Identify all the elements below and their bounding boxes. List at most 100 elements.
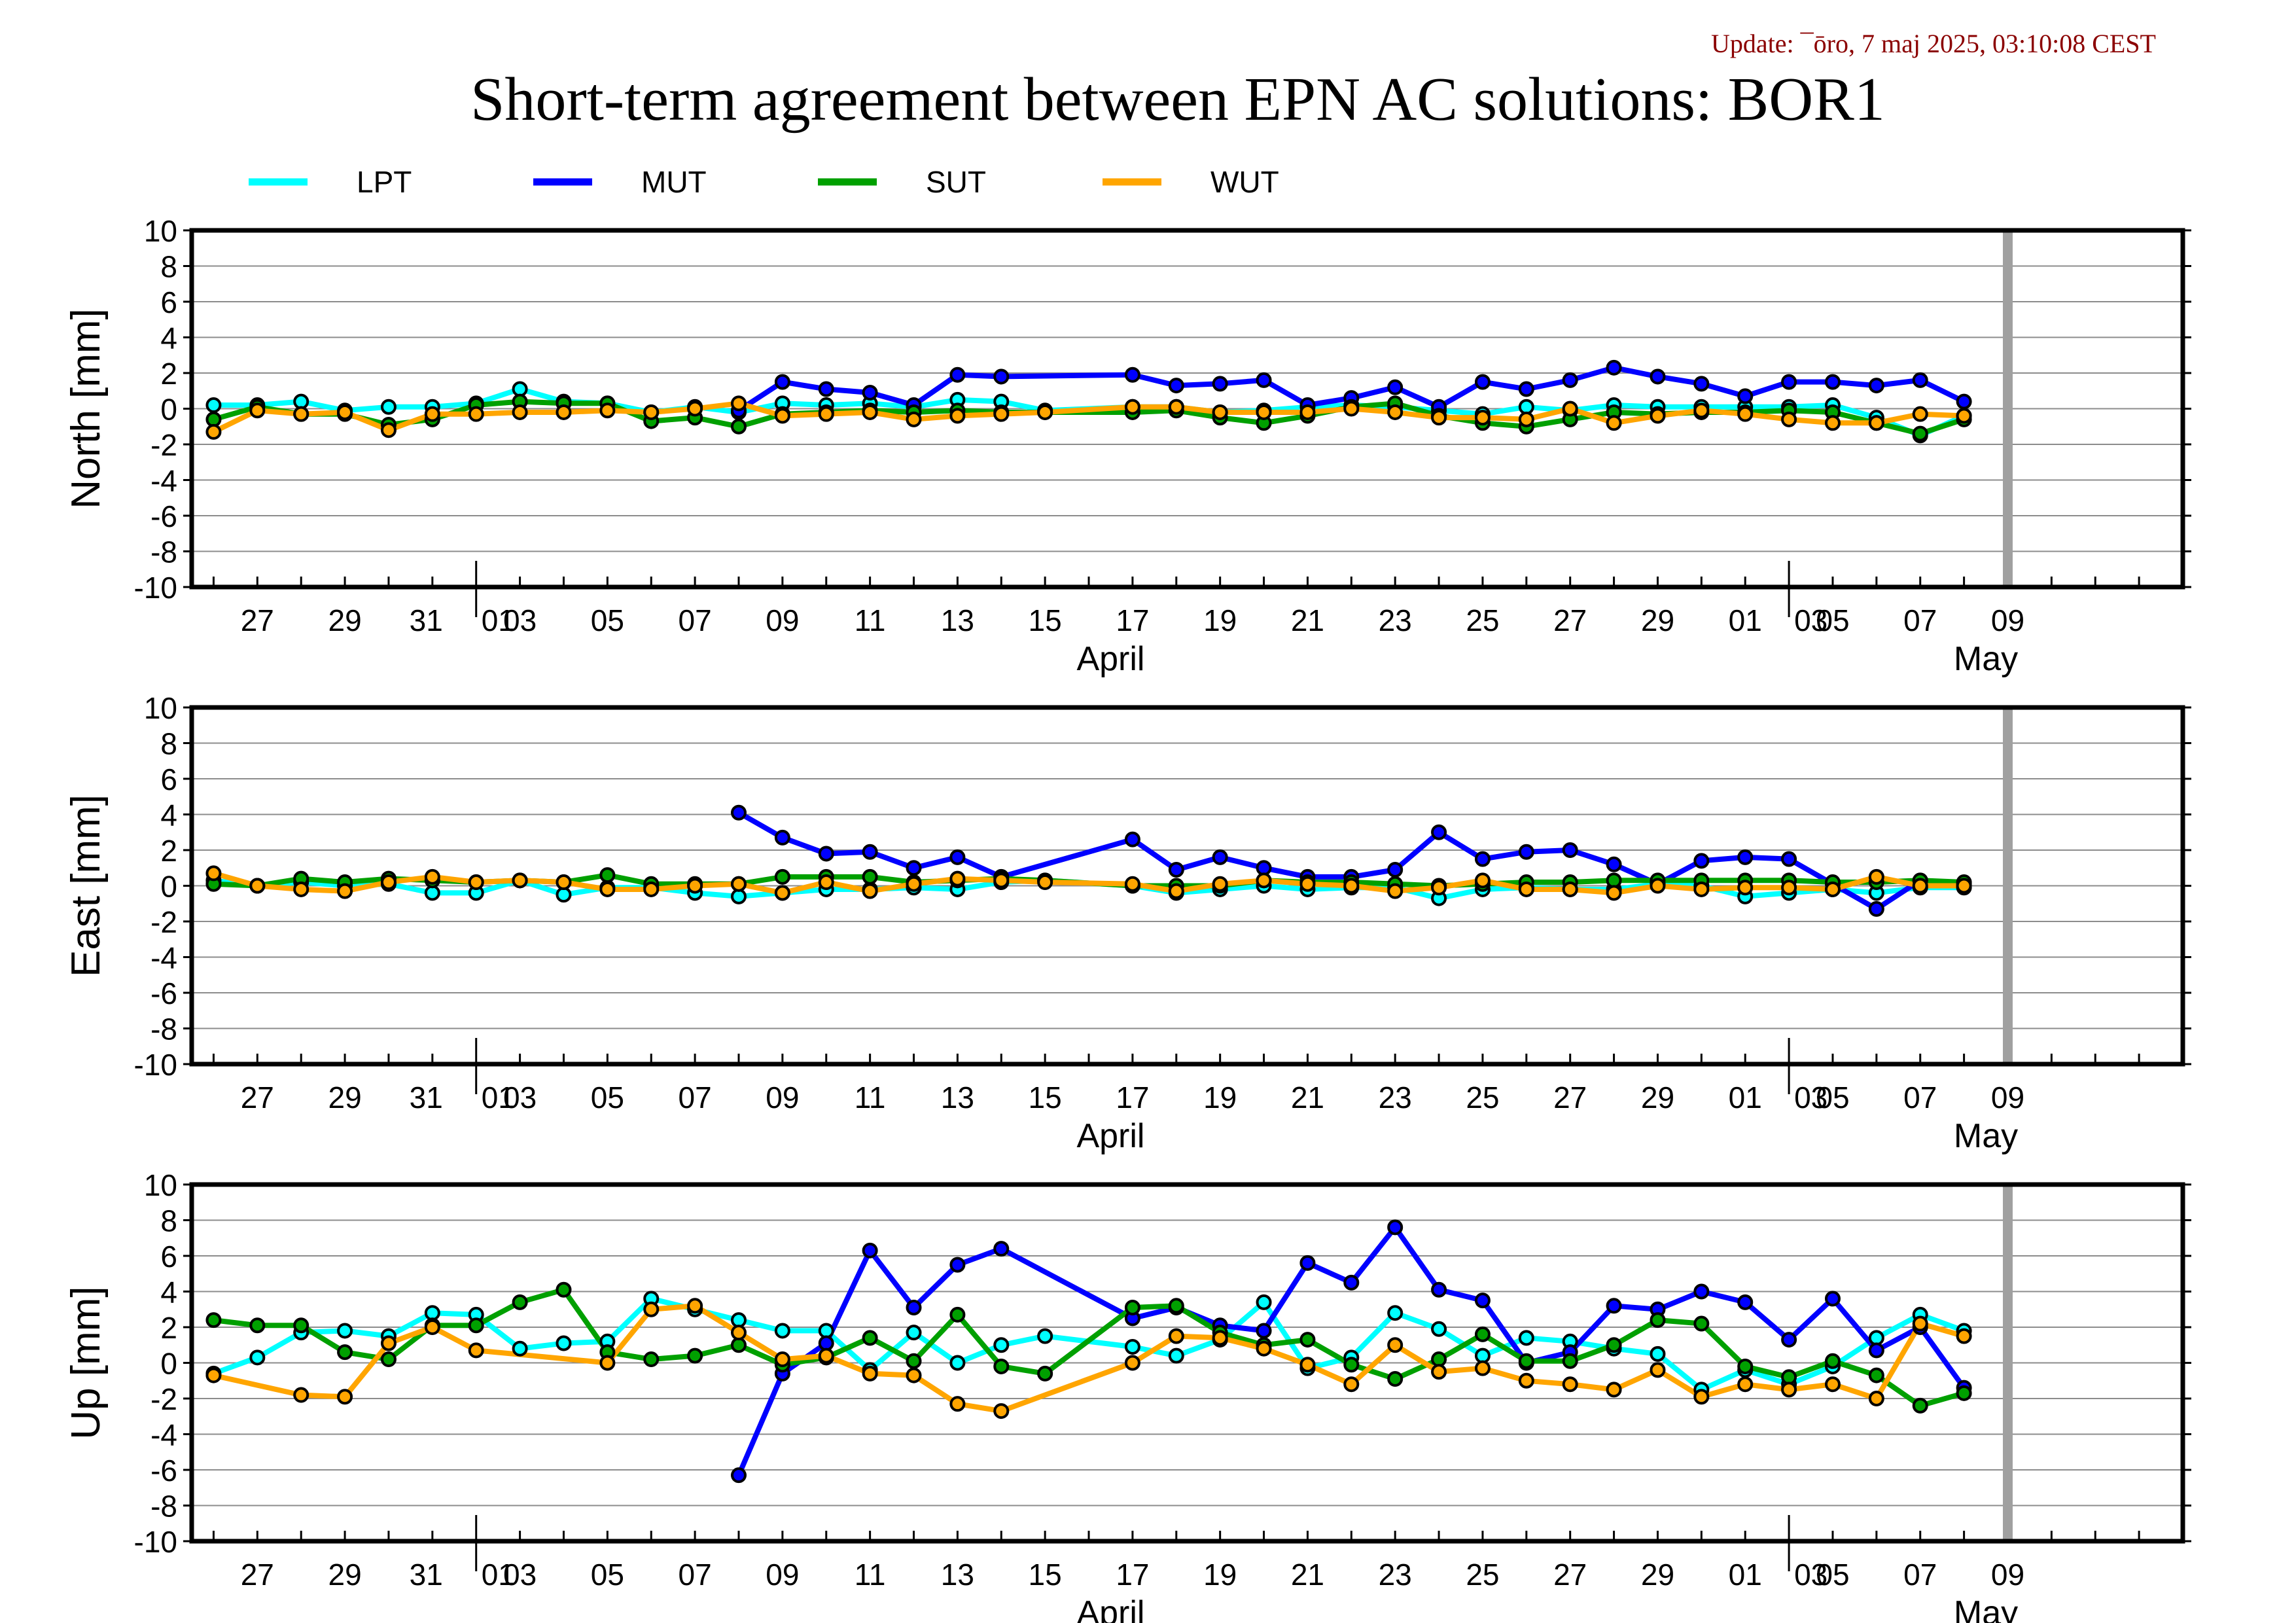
point-wut <box>993 1403 1010 1419</box>
point-lpt <box>1124 1338 1140 1355</box>
point-wut <box>1562 401 1578 417</box>
point-wut <box>1212 876 1228 892</box>
point-lpt <box>337 1323 353 1339</box>
x-tick-label: 01 <box>482 603 515 637</box>
point-wut <box>1387 404 1404 420</box>
x-tick-label: 15 <box>1029 1080 1062 1115</box>
point-wut <box>1518 411 1534 427</box>
point-wut <box>906 411 922 427</box>
point-wut <box>556 404 572 420</box>
point-wut <box>337 404 353 420</box>
point-mut <box>1650 368 1666 385</box>
x-tick-label: 03 <box>503 603 537 637</box>
y-tick-label: 10 <box>144 1168 177 1202</box>
point-wut <box>818 874 834 891</box>
point-lpt <box>1518 399 1534 415</box>
y-tick-label: -2 <box>150 905 177 939</box>
x-tick-label: 07 <box>679 1080 712 1115</box>
point-wut <box>1650 1362 1666 1378</box>
point-mut <box>1474 374 1491 390</box>
x-tick-label: 27 <box>1553 603 1587 637</box>
point-sut <box>468 1317 484 1334</box>
x-tick-label: 01 <box>1729 603 1762 637</box>
y-axis-label: Up [mm] <box>63 1286 109 1439</box>
point-wut <box>1868 1391 1884 1406</box>
point-mut <box>1431 1281 1447 1298</box>
point-sut <box>1037 1365 1053 1382</box>
point-wut <box>1299 1357 1316 1373</box>
point-wut <box>249 402 266 419</box>
point-lpt <box>1387 1305 1404 1321</box>
point-mut <box>906 1300 922 1316</box>
point-mut <box>862 1242 878 1258</box>
point-mut <box>1562 842 1578 858</box>
point-sut <box>249 1317 266 1334</box>
point-wut <box>380 1335 397 1351</box>
point-wut <box>205 865 222 882</box>
month-label: April <box>1076 640 1144 678</box>
point-wut <box>1956 408 1972 424</box>
point-wut <box>1868 868 1884 885</box>
series-line-wut <box>212 401 1964 435</box>
point-wut <box>1256 872 1272 889</box>
point-lpt <box>293 393 309 410</box>
point-wut <box>424 1319 440 1335</box>
x-tick-label: 25 <box>1466 603 1499 637</box>
point-wut <box>1912 1315 1928 1332</box>
point-wut <box>862 1365 878 1382</box>
point-wut <box>1299 404 1316 420</box>
chart-legend: LPT MUT SUT WUT <box>249 165 1279 199</box>
x-tick-label: 01 <box>1729 1558 1762 1592</box>
point-wut <box>1956 1328 1972 1344</box>
point-mut <box>1168 861 1184 878</box>
point-sut <box>1124 1300 1140 1316</box>
point-wut <box>293 881 309 897</box>
point-wut <box>1693 881 1710 897</box>
point-mut <box>1168 378 1184 394</box>
point-mut <box>862 384 878 401</box>
point-wut <box>949 870 966 887</box>
point-wut <box>862 404 878 420</box>
point-wut <box>643 1301 660 1317</box>
point-sut <box>730 1337 747 1353</box>
point-wut <box>293 1387 309 1403</box>
point-wut <box>687 1298 703 1314</box>
point-wut <box>906 876 922 892</box>
plot-frame <box>189 1182 2185 1544</box>
y-tick-label: -6 <box>150 1454 177 1488</box>
y-tick-label: -8 <box>150 1012 177 1046</box>
point-mut <box>1737 1294 1754 1310</box>
month-label: May <box>1954 640 2018 678</box>
x-tick-label: 29 <box>1641 603 1674 637</box>
point-mut <box>1518 844 1534 860</box>
point-lpt <box>1256 1294 1272 1310</box>
point-wut <box>205 423 222 440</box>
point-wut <box>1474 872 1491 889</box>
point-wut <box>949 408 966 424</box>
y-tick-label: 2 <box>160 834 177 868</box>
y-tick-label: 0 <box>160 1347 177 1381</box>
x-tick-label: 05 <box>1816 1080 1849 1115</box>
point-wut <box>643 881 660 897</box>
point-sut <box>1562 1353 1578 1369</box>
point-wut <box>1518 881 1534 897</box>
point-wut <box>1124 399 1140 415</box>
point-sut <box>1387 1371 1404 1387</box>
point-wut <box>687 401 703 417</box>
x-tick-label: 25 <box>1466 1558 1499 1592</box>
point-lpt <box>1650 1346 1666 1362</box>
point-mut <box>1299 1255 1316 1271</box>
point-wut <box>1256 404 1272 420</box>
point-wut <box>1606 1382 1622 1398</box>
x-tick-label: 13 <box>941 603 974 637</box>
point-wut <box>424 868 440 885</box>
point-mut <box>774 374 790 390</box>
point-mut <box>1431 824 1447 840</box>
point-mut <box>906 860 922 876</box>
point-wut <box>993 872 1010 889</box>
point-mut <box>1737 388 1754 404</box>
point-mut <box>1387 379 1404 395</box>
point-wut <box>249 878 266 894</box>
month-label: May <box>1954 1594 2018 1623</box>
point-mut <box>1474 1293 1491 1309</box>
